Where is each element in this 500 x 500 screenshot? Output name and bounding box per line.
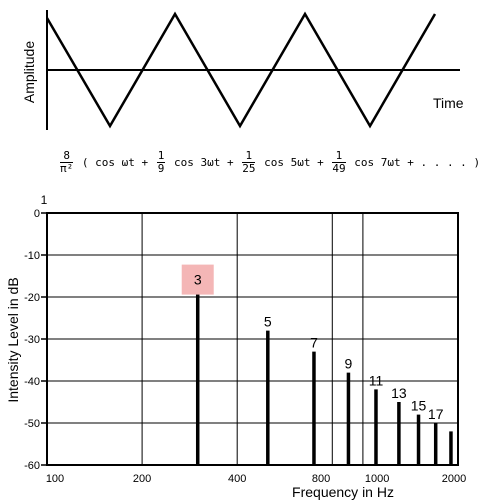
formula-close-paren: ) — [473, 156, 481, 169]
x-axis-label: Frequency in Hz — [292, 484, 394, 500]
waveform-xlabel: Time — [433, 95, 464, 111]
coef-3-num: 1 — [242, 150, 256, 163]
y-tick-labels: 0 -10 -20 -30 -40 -50 -60 — [24, 208, 40, 472]
fourier-series-formula: 8 π² ( cos ωt + 1 9 cos 3ωt + 1 25 cos 5… — [58, 150, 498, 180]
formula-term-1: cos ωt — [95, 156, 135, 169]
harmonic-label: 13 — [391, 385, 407, 401]
y-tick-label: -60 — [24, 460, 40, 472]
harmonic-label: 11 — [369, 372, 384, 388]
x-tick-label: 2000 — [442, 473, 466, 485]
harmonic-label: 15 — [411, 398, 427, 414]
harmonic-label: 5 — [264, 314, 272, 330]
y-tick-label: -50 — [24, 418, 40, 430]
top-axis-label: 1 — [41, 193, 48, 207]
x-tick-label: 200 — [133, 473, 151, 485]
y-tick-label: 0 — [34, 208, 40, 220]
formula-term-3: cos 5ωt — [264, 156, 311, 169]
formula-coef-4: 1 49 — [332, 150, 346, 175]
formula-tail: + . . . . — [407, 156, 467, 169]
coef-2-num: 1 — [156, 149, 166, 163]
formula-plus: + — [317, 156, 324, 169]
y-tick-label: -40 — [24, 376, 40, 388]
x-tick-label: 100 — [46, 473, 64, 485]
formula-coef-2: 1 9 — [156, 149, 166, 175]
coef-4-num: 1 — [332, 150, 346, 163]
formula-plus: + — [226, 156, 234, 169]
grid-lines — [41, 212, 459, 466]
prefix-denominator: π² — [60, 162, 74, 175]
harmonic-label: 17 — [428, 406, 444, 422]
x-tick-label: 1000 — [365, 473, 389, 485]
spectrum-chart: 0 -10 -20 -30 -40 -50 -60 100 200 400 800 1000 2000… — [5, 193, 466, 500]
formula-term-4: cos 7ωt — [354, 156, 401, 169]
coef-2-den: 9 — [157, 162, 165, 175]
harmonic-label: 7 — [310, 335, 318, 351]
harmonic-label: 3 — [194, 272, 202, 288]
waveform-ylabel: Amplitude — [21, 41, 37, 103]
x-tick-label: 800 — [312, 473, 330, 485]
harmonic-label: 9 — [345, 356, 353, 372]
y-tick-label: -20 — [24, 292, 40, 304]
formula-prefix: 8 π² — [60, 150, 74, 175]
formula-term-2: cos 3ωt — [174, 156, 221, 169]
prefix-numerator: 8 — [60, 150, 74, 163]
harmonic-highlight — [181, 264, 214, 295]
y-axis-label: Intensity Level in dB — [5, 277, 21, 402]
y-tick-label: -30 — [24, 334, 40, 346]
formula-plus: + — [141, 156, 149, 169]
coef-3-den: 25 — [242, 162, 256, 175]
formula-open-paren: ( — [81, 156, 89, 169]
y-tick-label: -10 — [24, 250, 40, 262]
triangle-wave — [45, 11, 437, 129]
waveform-panel: Amplitude Time — [21, 10, 464, 130]
x-tick-labels: 100 200 400 800 1000 2000 — [46, 473, 466, 485]
x-tick-label: 400 — [228, 473, 246, 485]
formula-coef-3: 1 25 — [242, 150, 256, 175]
coef-4-den: 49 — [332, 162, 346, 175]
